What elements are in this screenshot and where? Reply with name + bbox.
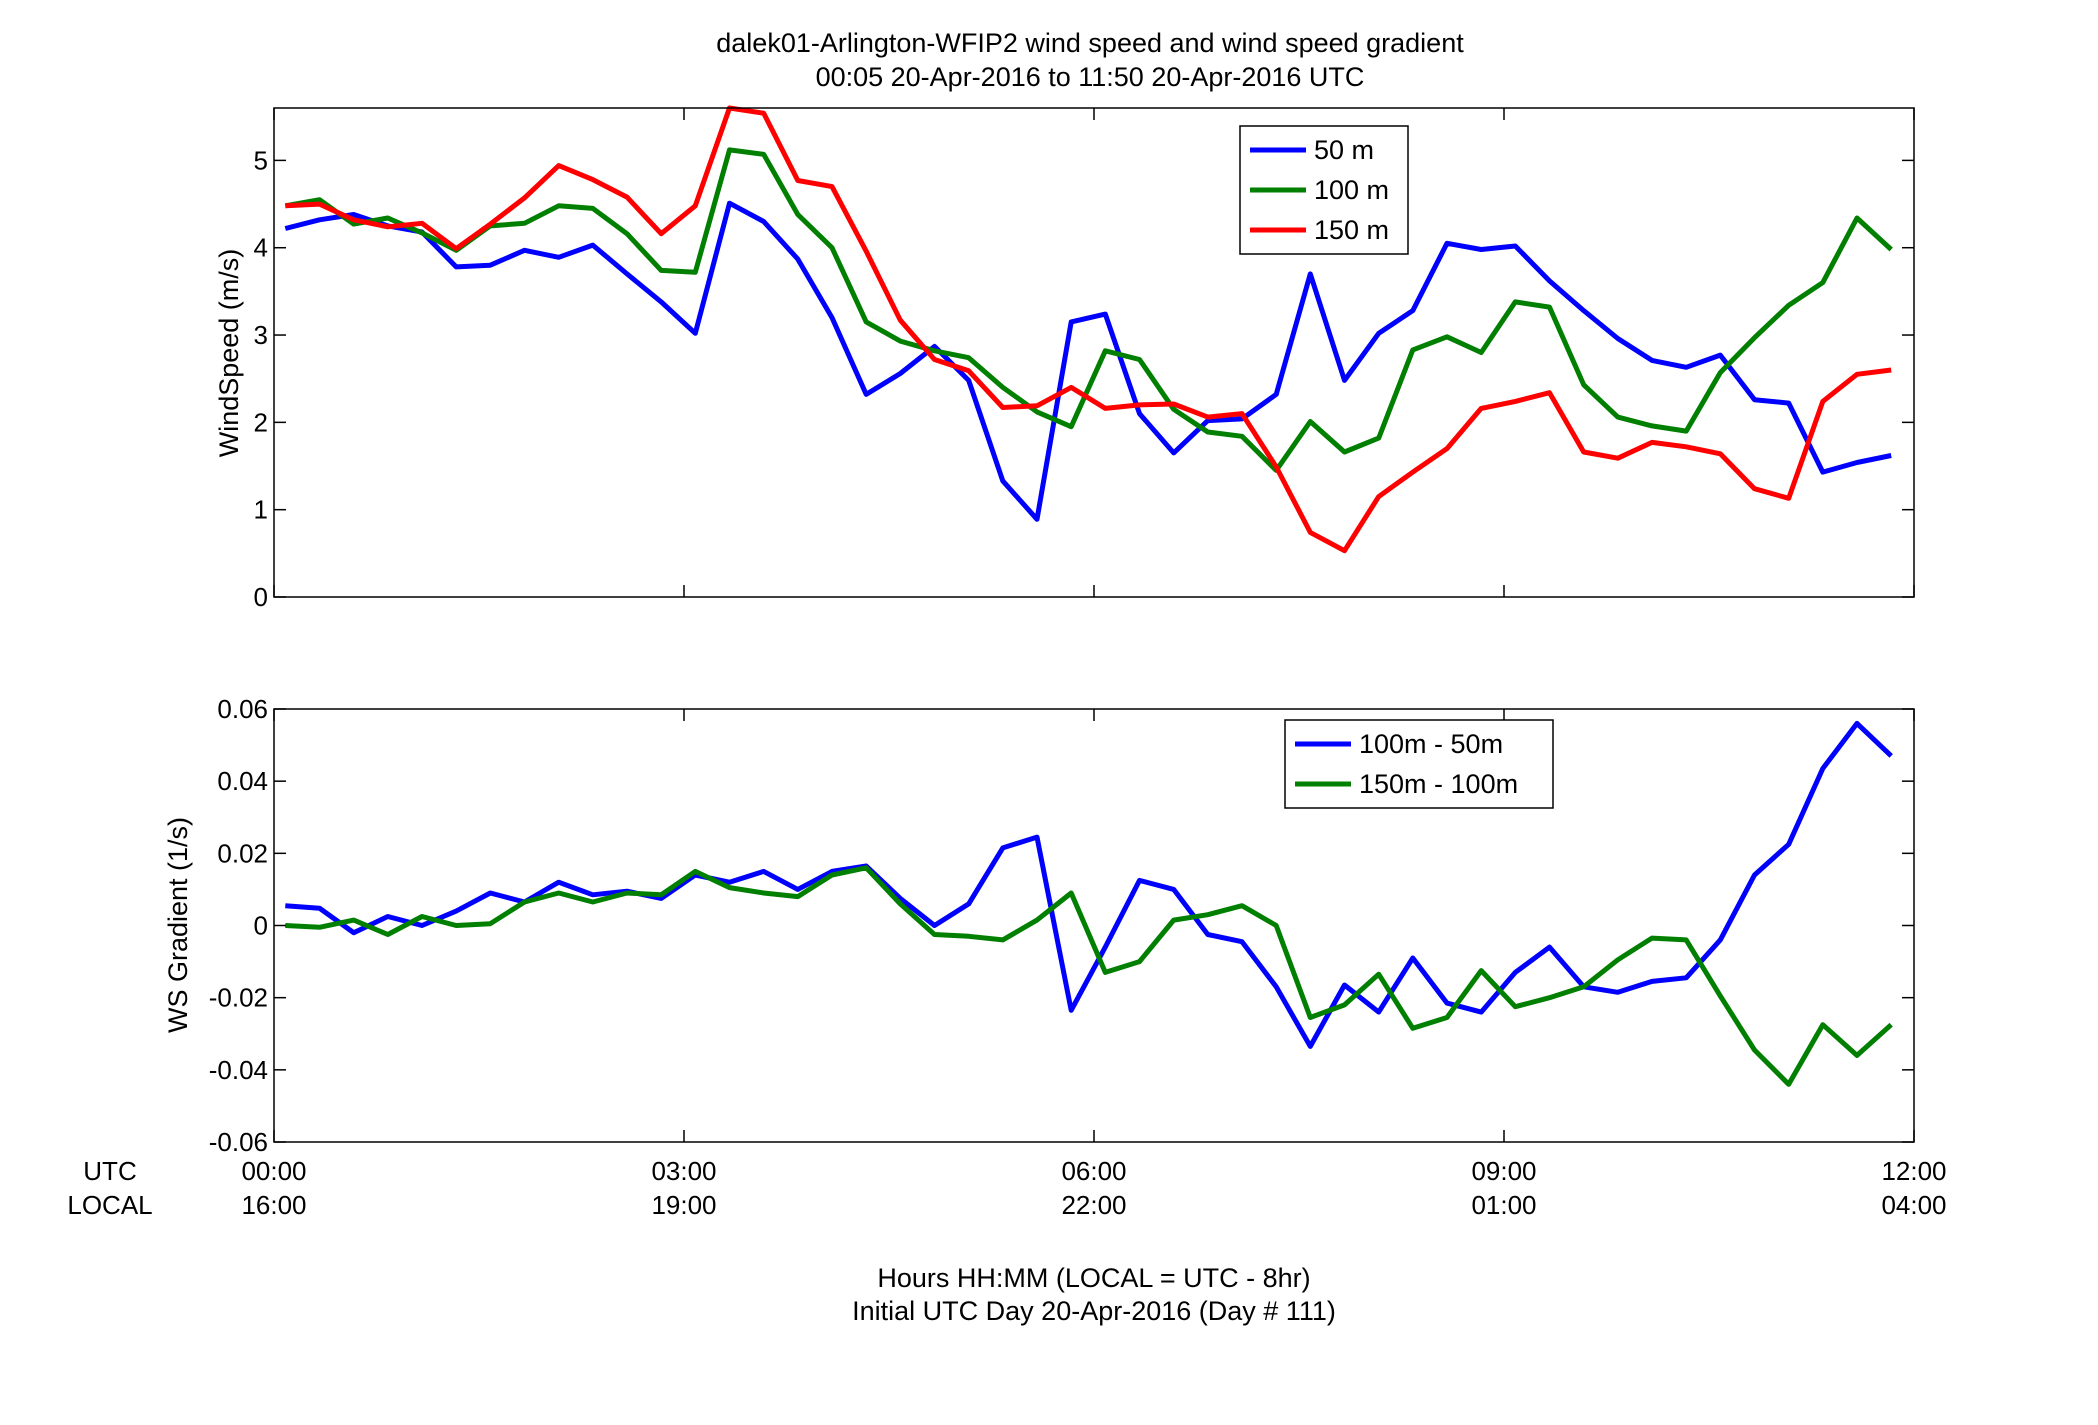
gradient-plot-area bbox=[274, 709, 1914, 1142]
chart-title-line-2: 00:05 20-Apr-2016 to 11:50 20-Apr-2016 U… bbox=[816, 62, 1365, 92]
legend-box bbox=[1284, 719, 1554, 809]
y-tick-label: -0.02 bbox=[209, 983, 268, 1013]
wind-speed-plot-area bbox=[274, 108, 1914, 597]
chart-title-line-1: dalek01-Arlington-WFIP2 wind speed and w… bbox=[716, 28, 1464, 58]
gradient-ylabel: WS Gradient (1/s) bbox=[163, 817, 193, 1033]
series-line-150-m bbox=[285, 105, 1892, 554]
x-tick-label-utc: 00:00 bbox=[241, 1156, 306, 1186]
wind-speed-legend: 50 m 100 m 150 m bbox=[1239, 125, 1409, 255]
y-tick-label: 5 bbox=[254, 145, 268, 175]
legend-label: 150m - 100m bbox=[1359, 769, 1518, 799]
local-row-label: LOCAL bbox=[67, 1190, 152, 1220]
legend-label: 50 m bbox=[1314, 135, 1374, 165]
x-tick-label-local: 01:00 bbox=[1471, 1190, 1536, 1220]
legend-label: 100m - 50m bbox=[1359, 729, 1503, 759]
x-tick-label-utc: 03:00 bbox=[651, 1156, 716, 1186]
y-tick-label: -0.06 bbox=[209, 1127, 268, 1157]
x-tick-label-utc: 09:00 bbox=[1471, 1156, 1536, 1186]
series-line-100m-50m bbox=[285, 720, 1893, 1049]
x-tick-label-utc: 12:00 bbox=[1881, 1156, 1946, 1186]
y-tick-label: 0.02 bbox=[217, 838, 268, 868]
wind-speed-panel: 0 1 2 3 4 5 WindSpeed (m/s) 50 m 100 m 150 m bbox=[214, 105, 1915, 612]
utc-row-label: UTC bbox=[83, 1156, 136, 1186]
series-line-50-m bbox=[284, 200, 1892, 522]
x-tick-label-local: 22:00 bbox=[1061, 1190, 1126, 1220]
gradient-panel: 00:00 16:00 03:00 19:00 06:00 22:00 09:00 01:00… bbox=[163, 694, 1947, 1220]
legend-label: 100 m bbox=[1314, 175, 1389, 205]
series-line-100-m bbox=[284, 147, 1893, 473]
gradient-legend: 100m - 50m 150m - 100m bbox=[1284, 719, 1554, 809]
series-line-150m-100m bbox=[285, 865, 1893, 1087]
legend-label: 150 m bbox=[1314, 215, 1389, 245]
x-tick-label-local: 04:00 bbox=[1881, 1190, 1946, 1220]
gradient-axes-box bbox=[273, 708, 1915, 1143]
wind-speed-axes-box bbox=[273, 107, 1915, 598]
xlabel-line-2: Initial UTC Day 20-Apr-2016 (Day # 111) bbox=[852, 1296, 1336, 1326]
y-tick-label: 4 bbox=[254, 233, 268, 263]
y-tick-label: 0 bbox=[254, 582, 268, 612]
wind-speed-ylabel: WindSpeed (m/s) bbox=[214, 249, 244, 458]
y-tick-label: 0.06 bbox=[217, 694, 268, 724]
y-tick-label: 3 bbox=[254, 320, 268, 350]
y-tick-label: 0 bbox=[254, 911, 268, 941]
x-tick-label-local: 16:00 bbox=[241, 1190, 306, 1220]
y-tick-label: 1 bbox=[254, 495, 268, 525]
y-tick-label: 2 bbox=[254, 407, 268, 437]
x-tick-label-utc: 06:00 bbox=[1061, 1156, 1126, 1186]
y-tick-label: 0.04 bbox=[217, 766, 268, 796]
xlabel-line-1: Hours HH:MM (LOCAL = UTC - 8hr) bbox=[877, 1263, 1310, 1293]
x-tick-label-local: 19:00 bbox=[651, 1190, 716, 1220]
y-tick-label: -0.04 bbox=[209, 1055, 268, 1085]
